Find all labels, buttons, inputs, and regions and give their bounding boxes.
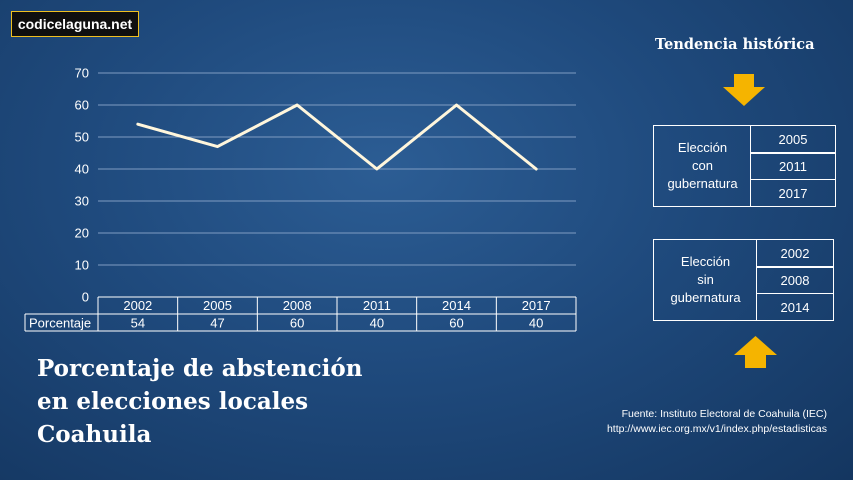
x-category-label: 2002 [123, 298, 152, 313]
year-cell: 2005 [750, 126, 835, 152]
x-category-label: 2014 [442, 298, 471, 313]
line-chart: 0 10 20 30 40 50 60 70 2002 54 2005 47 2008 60 2011 40 2… [29, 66, 576, 331]
data-value-label: 47 [210, 316, 224, 331]
table-sin-gubernatura: Elección sin gubernatura 2002 2008 2014 [653, 239, 834, 321]
trend-title: Tendencia histórica [655, 36, 815, 53]
title-line-2: en elecciones locales [37, 388, 309, 415]
data-value-label: 60 [449, 316, 463, 331]
data-value-label: 54 [131, 316, 145, 331]
y-tick-label: 30 [75, 194, 89, 209]
x-category-label: 2008 [283, 298, 312, 313]
label-sin-gubernatura: Elección sin gubernatura [670, 254, 741, 305]
year-cell: 2017 [750, 179, 835, 206]
year-cell: 2014 [756, 293, 833, 320]
series-line [136, 103, 538, 171]
title-line-1: Porcentaje de abstención [37, 355, 363, 382]
y-tick-label: 0 [82, 290, 89, 305]
table-con-gubernatura: Elección con gubernatura 2005 2011 2017 [653, 125, 836, 207]
year-cell: 2002 [756, 240, 833, 266]
data-value-label: 40 [529, 316, 543, 331]
data-value-label: 60 [290, 316, 304, 331]
arrow-up-icon [734, 336, 777, 368]
source-line-1: Fuente: Instituto Electoral de Coahuila … [621, 408, 827, 420]
title-line-3: Coahuila [37, 421, 152, 448]
y-tick-label: 20 [75, 226, 89, 241]
y-tick-label: 50 [75, 130, 89, 145]
source-line-2: http://www.iec.org.mx/v1/index.php/estad… [606, 423, 827, 435]
year-cell: 2011 [750, 152, 835, 179]
arrow-down-icon [723, 74, 765, 106]
y-tick-label: 60 [75, 98, 89, 113]
chart-title-block: Porcentaje de abstención en elecciones l… [37, 352, 362, 451]
x-category-label: 2005 [203, 298, 232, 313]
y-tick-label: 70 [75, 66, 89, 81]
label-con-gubernatura: Elección con gubernatura [667, 140, 738, 191]
x-category-label: 2011 [363, 298, 391, 313]
brand-logo: codicelaguna.net [11, 11, 139, 37]
data-value-label: 40 [370, 316, 384, 331]
source-note: Fuente: Instituto Electoral de Coahuila … [607, 407, 827, 437]
year-cell: 2008 [756, 266, 833, 293]
series-name-label: Porcentaje [29, 316, 91, 331]
x-category-label: 2017 [522, 298, 551, 313]
y-tick-label: 10 [75, 258, 89, 273]
y-tick-label: 40 [75, 162, 89, 177]
